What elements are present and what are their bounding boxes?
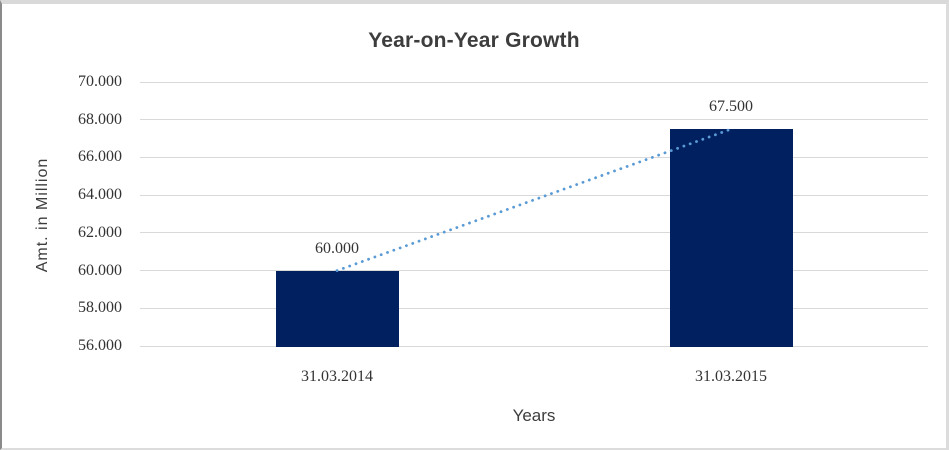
gridline: [140, 307, 928, 309]
chart-title: Year-on-Year Growth: [368, 29, 580, 52]
gridline: [140, 81, 928, 83]
y-axis-tick-label: 56.000: [78, 337, 122, 354]
gridline: [140, 156, 928, 158]
bar-31.03.2014: [275, 270, 399, 347]
x-axis-title: Years: [512, 406, 556, 425]
y-axis-tick-label: 62.000: [78, 223, 122, 241]
y-axis-tick-label: 66.000: [78, 148, 122, 166]
gridline: [140, 232, 928, 234]
bar-data-label: 60.000: [315, 239, 359, 257]
gridline: [140, 270, 928, 272]
gridline: [140, 194, 928, 196]
y-axis-tick-label: 60.000: [78, 261, 122, 279]
gridline: [140, 119, 928, 121]
y-axis-tick-label: 64.000: [78, 186, 122, 204]
gridline: [140, 345, 928, 347]
x-axis-tick-label: 31.03.2014: [301, 368, 373, 385]
y-axis-title: Amt. in Million: [34, 157, 51, 273]
bar-data-label: 67.500: [709, 98, 753, 116]
y-axis-tick-label: 70.000: [78, 73, 122, 90]
bar-31.03.2015: [669, 129, 793, 347]
y-axis-tick-label: 58.000: [78, 299, 122, 317]
x-axis-tick-label: 31.03.2015: [695, 368, 767, 385]
y-axis-tick-label: 68.000: [78, 110, 122, 128]
